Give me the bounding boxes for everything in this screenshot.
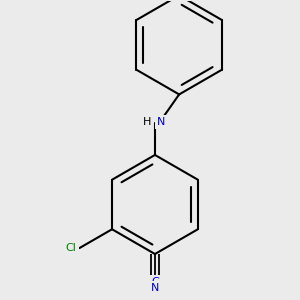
Text: H: H xyxy=(142,117,151,127)
Text: C: C xyxy=(151,277,159,287)
Text: Cl: Cl xyxy=(66,243,76,253)
Text: N: N xyxy=(157,117,165,127)
Text: N: N xyxy=(151,283,159,293)
